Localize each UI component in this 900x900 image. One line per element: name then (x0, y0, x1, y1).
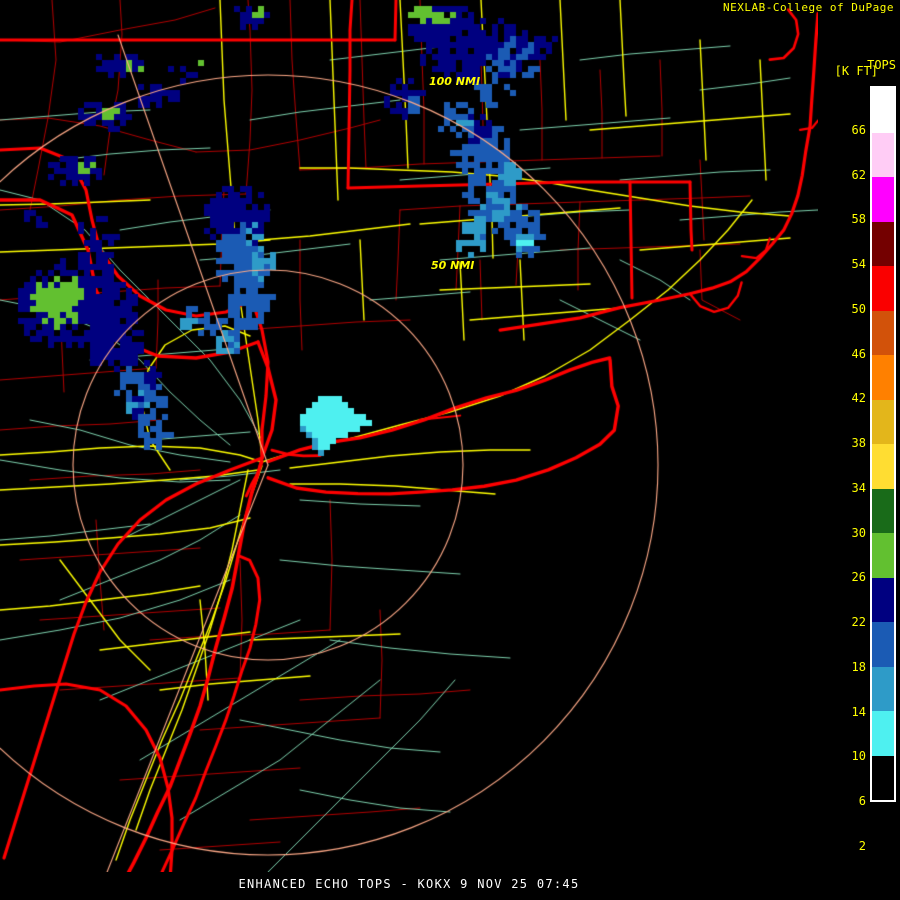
colorbar-tick-54: 54 (851, 257, 866, 271)
colorbar-band-42 (872, 399, 894, 444)
colorbar-tick-62: 62 (851, 167, 866, 182)
colorbar-bands (872, 88, 894, 800)
colorbar-band-54 (872, 266, 894, 311)
colorbar-tick-46: 46 (851, 346, 866, 361)
range-ring-label-50: 50 NMI (431, 259, 475, 272)
colorbar-band-46 (872, 355, 894, 400)
colorbar-tick-34: 34 (851, 480, 866, 495)
colorbar-tick-14: 14 (851, 704, 866, 719)
colorbar-band-66 (872, 132, 894, 177)
colorbar-tick-58: 58 (851, 212, 866, 227)
colorbar-tick-50: 50 (851, 301, 866, 316)
colorbar-tick-2: 2 (858, 838, 866, 853)
colorbar-band-50 (872, 310, 894, 355)
colorbar-band-62 (872, 177, 894, 222)
colorbar-frame (870, 86, 896, 802)
colorbar-band-38 (872, 444, 894, 489)
colorbar-band-34 (872, 488, 894, 533)
colorbar-tick-6: 6 (858, 794, 866, 808)
range-ring-label-100: 100 NMI (429, 75, 481, 88)
colorbar-tick-18: 18 (851, 659, 866, 674)
colorbar-band-58 (872, 221, 894, 266)
colorbar-band-14 (872, 711, 894, 756)
caption-bar: ENHANCED ECHO TOPS - KOKX 9 NOV 25 07:45 (0, 872, 900, 900)
legend-title: TOPS (867, 58, 896, 72)
radar-map-canvas[interactable] (0, 0, 818, 872)
colorbar-band-70 (872, 88, 894, 133)
colorbar-tick-26: 26 (851, 570, 866, 585)
colorbar-tick-30: 30 (851, 525, 866, 540)
colorbar-tick-10: 10 (851, 749, 866, 764)
legend-units-label: [K FT] (834, 64, 878, 78)
product-caption: ENHANCED ECHO TOPS - KOKX 9 NOV 25 07:45 (238, 877, 580, 891)
colorbar-band-26 (872, 577, 894, 622)
radar-map-panel[interactable] (0, 0, 818, 872)
colorbar-tick-42: 42 (851, 391, 866, 406)
colorbar-tick-38: 38 (851, 436, 866, 450)
colorbar-band-10 (872, 755, 894, 800)
colorbar-tick-66: 66 (851, 122, 866, 137)
colorbar-tick-22: 22 (851, 615, 866, 629)
colorbar-band-30 (872, 533, 894, 578)
attribution-label: NEXLAB-College of DuPage (723, 1, 894, 14)
colorbar-band-18 (872, 666, 894, 711)
colorbar-band-22 (872, 622, 894, 667)
colorbar-legend: TOPS [K FT] 66 62 58 54 50 46 42 38 34 30 26 22 18 14… (818, 0, 900, 898)
